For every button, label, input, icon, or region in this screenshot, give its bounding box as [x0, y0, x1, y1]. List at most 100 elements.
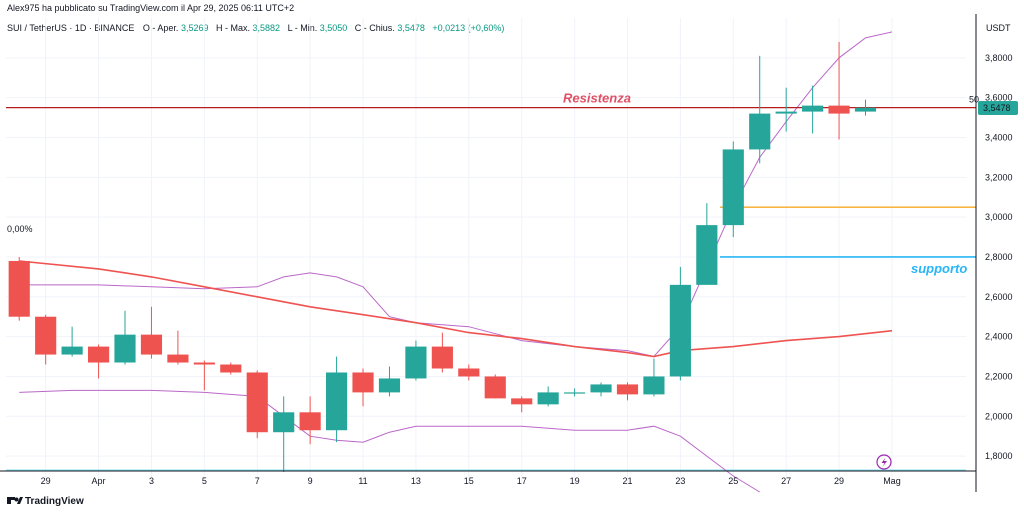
candle-body — [431, 346, 453, 369]
candle-body — [458, 368, 480, 377]
y-tick-label: 2,6000 — [985, 292, 1013, 302]
candle — [643, 358, 665, 397]
open-value: 3,5269 — [181, 23, 209, 33]
candle — [167, 330, 189, 365]
candle — [326, 356, 348, 443]
candle — [802, 85, 824, 134]
x-tick-label: 29 — [834, 476, 844, 486]
candle-body — [405, 346, 427, 379]
candle-body — [854, 107, 877, 112]
candle-body — [193, 362, 215, 365]
x-tick-label: 11 — [358, 476, 367, 486]
candle — [431, 332, 453, 373]
candle — [193, 360, 215, 391]
high-value: 3,5882 — [253, 23, 281, 33]
candle-body — [511, 398, 533, 405]
candle — [299, 396, 321, 445]
candle — [114, 310, 136, 365]
candle-body — [802, 105, 824, 112]
resistance-label: Resistenza — [563, 91, 631, 106]
x-tick-label: 5 — [202, 476, 207, 486]
y-tick-label: 2,4000 — [985, 332, 1013, 342]
candle-body — [140, 334, 163, 355]
y-axis: 3,8000 3,6000 3,4000 3,2000 3,0000 2,8000 2,60… — [975, 14, 1018, 492]
candle-body — [35, 316, 57, 355]
candle — [696, 203, 718, 285]
lightning-icon[interactable] — [876, 454, 892, 470]
candle-body — [114, 334, 136, 363]
upper-band-line — [19, 31, 893, 358]
y-tick-label: 3,0000 — [985, 212, 1013, 222]
publish-info: Alex975 ha pubblicato su TradingView.com… — [7, 3, 294, 13]
low-label: L - Min. — [288, 23, 318, 33]
candle-body — [749, 113, 771, 150]
candle-body — [273, 412, 295, 433]
tradingview-logo: TradingView — [7, 496, 84, 507]
candle — [378, 366, 401, 397]
candle — [405, 340, 427, 381]
close-label: C - Chius. — [355, 23, 395, 33]
candle — [775, 87, 797, 132]
candle-body — [299, 412, 321, 431]
candle-body — [537, 392, 559, 405]
candle-body — [590, 384, 612, 393]
candle — [854, 99, 877, 116]
candle — [8, 256, 30, 321]
x-tick-label: 19 — [570, 476, 580, 486]
candle-body — [564, 392, 586, 394]
candle-body — [643, 376, 665, 395]
x-tick-label: Mag — [883, 476, 901, 486]
candle-body — [61, 346, 83, 355]
x-tick-label: 27 — [781, 476, 791, 486]
x-tick-label: 23 — [675, 476, 685, 486]
y-unit-label: USDT — [986, 23, 1011, 33]
x-tick-label: 21 — [622, 476, 632, 486]
y-tick-label: 2,8000 — [985, 252, 1013, 262]
lower-band-line — [19, 389, 760, 493]
candle — [537, 386, 559, 407]
candle-body — [828, 105, 850, 114]
x-tick-label: 7 — [255, 476, 260, 486]
plot-area: Resistenza 50 supporto 0,00% — [6, 31, 979, 493]
y-tick-label: 1,8000 — [985, 451, 1013, 461]
candle — [352, 368, 374, 407]
candle — [564, 388, 586, 397]
resistance-partial-label: 50 — [969, 95, 979, 105]
candle-body — [696, 225, 718, 285]
candle — [35, 314, 57, 365]
candle-body — [722, 149, 744, 226]
close-value: 3,5478 — [397, 23, 425, 33]
candle-body — [220, 364, 242, 373]
high-label: H - Max. — [216, 23, 250, 33]
candle — [458, 364, 480, 381]
candle — [140, 306, 163, 359]
candle — [87, 344, 110, 379]
candle — [722, 141, 744, 238]
grid — [6, 18, 966, 484]
candle — [484, 374, 506, 399]
y-tick-label: 2,2000 — [985, 371, 1013, 381]
x-tick-label: 15 — [464, 476, 474, 486]
current-price-label: 3,5478 — [983, 103, 1011, 113]
candle — [616, 382, 639, 401]
candle — [220, 362, 242, 375]
fib-level-label: 0,00% — [7, 224, 33, 234]
candle — [273, 396, 295, 473]
x-tick-label: 29 — [41, 476, 51, 486]
support-label: supporto — [911, 261, 967, 276]
candle-body — [87, 346, 110, 363]
y-tick-label: 3,8000 — [985, 53, 1013, 63]
y-tick-label: 3,4000 — [985, 132, 1013, 142]
y-tick-label: 3,2000 — [985, 172, 1013, 182]
x-tick-label: 13 — [411, 476, 421, 486]
logo-text: TradingView — [25, 496, 84, 507]
y-tick-label: 3,6000 — [985, 93, 1013, 103]
middle-line — [19, 260, 893, 358]
candle-body — [484, 376, 506, 399]
ohlc-legend: SUI / TetherUS · 1D · BINANCE O - Aper. … — [7, 23, 504, 33]
candle-body — [352, 372, 374, 393]
candle-body — [246, 372, 268, 433]
x-tick-label: 17 — [517, 476, 527, 486]
current-price-tag — [978, 101, 1018, 116]
